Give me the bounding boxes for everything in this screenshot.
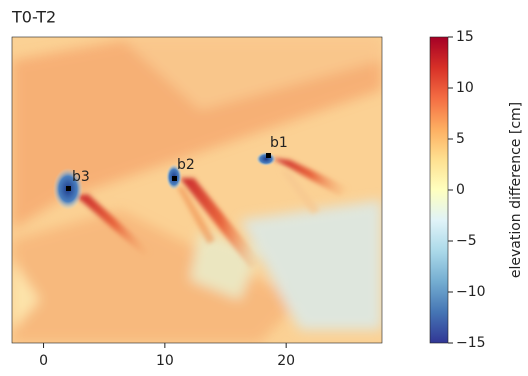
colorbar-tick-label: −15 [456, 335, 486, 351]
heatmap-image [12, 37, 382, 343]
colorbar [429, 36, 449, 344]
colorbar-tick-label: 5 [456, 131, 465, 147]
colorbar-tick-label: 15 [456, 29, 474, 45]
colorbar-tick-label: −10 [456, 284, 486, 300]
annotation: b2 [177, 157, 195, 173]
colorbar-tick-label: −5 [456, 233, 477, 249]
x-tick-label: 0 [39, 353, 48, 369]
colorbar-tick-label: 10 [456, 80, 474, 96]
annotation: b3 [72, 169, 90, 185]
x-tick-label: 20 [277, 353, 295, 369]
x-tick-label: 10 [156, 353, 174, 369]
plot-frame [11, 36, 383, 344]
colorbar-tick-label: 0 [456, 182, 465, 198]
chart-title: T0-T2 [11, 8, 56, 27]
colorbar-label: elevation difference [cm] [508, 102, 524, 278]
annotation: b1 [270, 135, 288, 151]
